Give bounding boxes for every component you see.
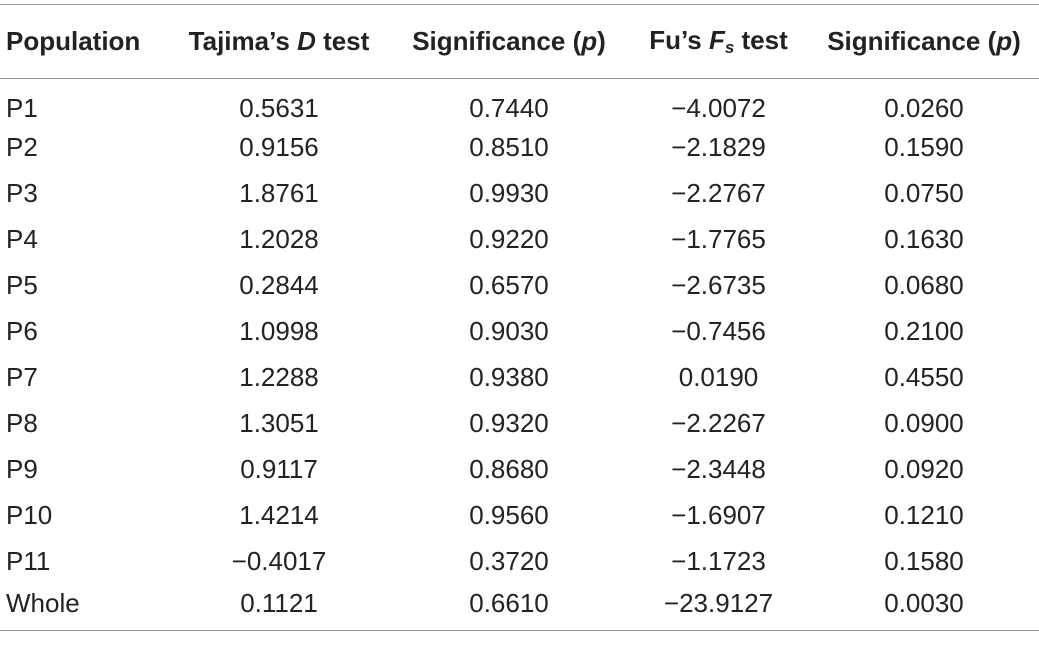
cell-population: P2 [6,132,38,162]
cell-significance-fs: 0.1590 [884,132,964,162]
cell-fu-fs: −2.2267 [671,408,766,438]
cell-tajima-d: 1.8761 [239,178,319,208]
cell-tajima-d: 0.2844 [239,270,319,300]
header-fu-prefix: Fu’s [649,25,709,55]
cell-significance-d: 0.6610 [390,584,628,631]
cell-population: P5 [6,270,38,300]
header-tajima-d-test: Tajima’s D test [168,4,390,79]
cell-significance-fs: 0.1630 [884,224,964,254]
cell-significance-fs: 0.1580 [884,546,964,576]
cell-significance-d: 0.8510 [469,132,549,162]
table-row: P9 0.9117 0.8680 −2.3448 0.0920 [0,447,1039,493]
cell-significance-fs: 0.2100 [884,316,964,346]
cell-fu-fs: −4.0072 [671,93,766,124]
header-fu-suffix: test [734,25,788,55]
header-fu-var: F [708,25,725,55]
header-sig2-var: p [996,26,1013,56]
table-row: P4 1.2028 0.9220 −1.7765 0.1630 [0,217,1039,263]
cell-significance-fs: 0.0030 [809,584,1039,631]
header-population-label: Population [6,26,141,56]
header-sig2-prefix: Significance ( [827,26,997,56]
cell-fu-fs: −2.3448 [671,454,766,484]
cell-fu-fs: −1.1723 [671,546,766,576]
table-row: P11 −0.4017 0.3720 −1.1723 0.1580 [0,539,1039,585]
cell-significance-d: 0.7440 [469,93,549,124]
cell-fu-fs: −2.2767 [671,178,766,208]
cell-population: P7 [6,362,38,392]
table-row: P6 1.0998 0.9030 −0.7456 0.2100 [0,309,1039,355]
cell-significance-d: 0.9320 [469,408,549,438]
table-row: P5 0.2844 0.6570 −2.6735 0.0680 [0,263,1039,309]
cell-population: P8 [6,408,38,438]
cell-tajima-d: 1.4214 [239,500,319,530]
cell-fu-fs: −2.1829 [671,132,766,162]
cell-significance-d: 0.9220 [469,224,549,254]
cell-population: P6 [6,316,38,346]
header-sig1-suffix: ) [597,26,606,56]
header-significance-d: Significance (p) [390,4,628,79]
cell-significance-fs: 0.0900 [884,408,964,438]
cell-fu-fs: −1.6907 [671,500,766,530]
header-row: Population Tajima’s D test Significance … [0,4,1039,79]
cell-significance-d: 0.9560 [469,500,549,530]
header-sig1-prefix: Significance ( [412,26,582,56]
cell-significance-d: 0.6570 [469,270,549,300]
cell-significance-fs: 0.0680 [884,270,964,300]
cell-tajima-d: 1.0998 [239,316,319,346]
cell-significance-d: 0.9380 [469,362,549,392]
table-row: Whole 0.1121 0.6610 −23.9127 0.0030 [0,584,1039,631]
cell-population: P11 [6,546,51,576]
cell-significance-fs: 0.0260 [884,93,964,124]
table-row: P2 0.9156 0.8510 −2.1829 0.1590 [0,125,1039,171]
cell-population: P4 [6,224,38,254]
cell-tajima-d: 1.2028 [239,224,319,254]
cell-fu-fs: −23.9127 [628,584,809,631]
cell-tajima-d: −0.4017 [231,546,327,576]
header-fu-sub: s [724,38,735,57]
cell-population: P1 [6,93,38,124]
cell-population: P10 [6,500,53,530]
cell-tajima-d: 0.9117 [240,454,318,484]
cell-significance-d: 0.3720 [469,546,549,576]
header-tajima-prefix: Tajima’s [188,26,298,56]
cell-tajima-d: 0.5631 [239,93,319,124]
cell-significance-fs: 0.0920 [884,454,964,484]
cell-significance-d: 0.9930 [469,178,549,208]
table-header: Population Tajima’s D test Significance … [0,4,1039,79]
table-row: P10 1.4214 0.9560 −1.6907 0.1210 [0,493,1039,539]
table-row: P7 1.2288 0.9380 0.0190 0.4550 [0,355,1039,401]
cell-population: Whole [0,584,168,631]
header-significance-fs: Significance (p) [809,4,1039,79]
cell-significance-fs: 0.1210 [884,500,964,530]
cell-significance-fs: 0.0750 [884,178,964,208]
header-tajima-suffix: test [315,26,370,56]
cell-population: P3 [6,178,38,208]
cell-tajima-d: 1.3051 [239,408,319,438]
cell-fu-fs: 0.0190 [678,362,759,392]
cell-tajima-d: 1.2288 [239,362,319,392]
cell-significance-fs: 0.4550 [884,362,964,392]
cell-population: P9 [6,454,38,484]
table-row: P3 1.8761 0.9930 −2.2767 0.0750 [0,171,1039,217]
cell-fu-fs: −2.6735 [671,270,766,300]
cell-tajima-d: 0.9156 [239,132,319,162]
table-row: P8 1.3051 0.9320 −2.2267 0.0900 [0,401,1039,447]
cell-significance-d: 0.8680 [469,454,549,484]
neutrality-test-table: Population Tajima’s D test Significance … [0,4,1039,631]
header-fu-fs-test: Fu’s Fs test [628,4,809,79]
cell-tajima-d: 0.1121 [168,584,390,631]
header-tajima-var: D [297,26,316,56]
header-sig1-var: p [581,26,598,56]
table-body: P1 0.5631 0.7440 −4.0072 0.0260 P2 0.915… [0,79,1039,631]
header-population: Population [0,4,168,79]
table-row: P1 0.5631 0.7440 −4.0072 0.0260 [0,79,1039,125]
header-sig2-suffix: ) [1012,26,1021,56]
cell-fu-fs: −0.7456 [671,316,766,346]
cell-fu-fs: −1.7765 [671,224,766,254]
cell-significance-d: 0.9030 [469,316,549,346]
